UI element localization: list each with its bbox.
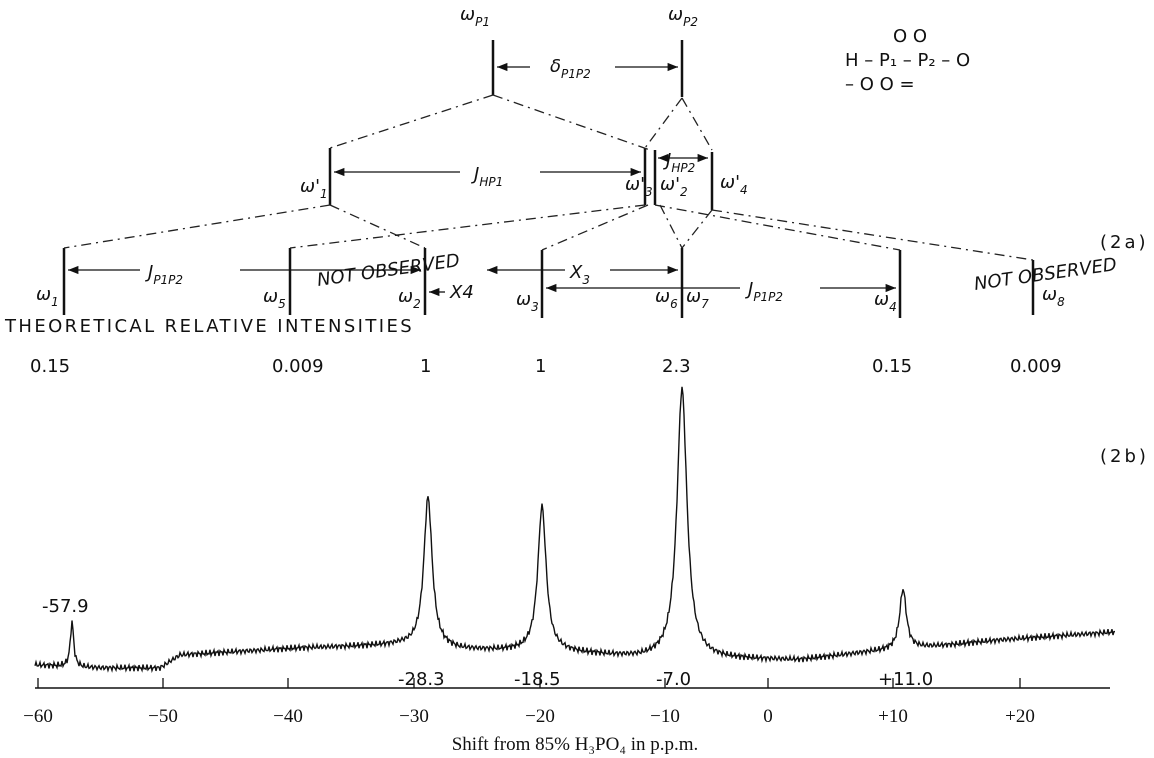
label-base: X: [569, 262, 583, 283]
label-base: ω: [460, 4, 475, 25]
peak-label: +11.0: [878, 669, 933, 690]
label-sub: 6: [670, 297, 678, 311]
level3-label: ω3: [516, 289, 539, 314]
label-base: J: [663, 150, 671, 171]
trace: [34, 386, 1115, 674]
label-sub: 1: [51, 295, 59, 309]
label-base: J: [471, 164, 479, 185]
coupling-label: JP1P2: [745, 279, 783, 304]
level3-label: ω7: [686, 286, 709, 311]
level3-label: ω6: [655, 286, 678, 311]
peak-label: -57.9: [42, 596, 89, 617]
label-sub: P1P2: [561, 67, 591, 81]
label-base: ω: [516, 289, 531, 310]
peak-label: -28.3: [398, 669, 445, 690]
tick-label: −20: [525, 706, 555, 727]
tick-label: +10: [878, 706, 908, 727]
level2-label: ω'1: [300, 176, 328, 201]
level3-label: ω1: [36, 284, 59, 309]
dashed-link: [63, 204, 1034, 261]
spectrum: [34, 386, 1115, 689]
intensity: 2.3: [662, 356, 691, 377]
intensity: 0.15: [30, 356, 70, 377]
label-sub: 1: [320, 187, 328, 201]
level2-label: ω'2: [660, 174, 688, 199]
label-sub: P2: [683, 15, 698, 29]
label-base: J: [745, 279, 753, 300]
coupling-label: JP1P2: [145, 262, 183, 287]
tick-label: −10: [650, 706, 680, 727]
label-sub: 3: [582, 273, 590, 287]
level2-label: ω'4: [720, 172, 748, 197]
formula-line: – O O =: [845, 74, 915, 95]
label-sub: 5: [278, 297, 286, 311]
label-base: ω: [686, 286, 701, 307]
label-sub: 4: [889, 300, 897, 314]
label-sub: P1P2: [753, 290, 783, 304]
peak-label: -7.0: [656, 669, 691, 690]
level3-label: ω5: [263, 286, 286, 311]
formula-line: H – P₁ – P₂ – O: [845, 50, 970, 71]
label-sub: 8: [1057, 295, 1065, 309]
label-base: ω: [36, 284, 51, 305]
intensity: 1: [535, 356, 546, 377]
label-sub: 7: [701, 297, 709, 311]
label-base: ω: [398, 286, 413, 307]
label-base: ω: [655, 286, 670, 307]
intensity: 0.15: [872, 356, 912, 377]
coupling-label: JHP1: [471, 164, 503, 189]
label-sub: 2: [680, 185, 688, 199]
peak-label: -18.5: [514, 669, 561, 690]
level3-label: ω2: [398, 286, 421, 311]
label-base: ω': [625, 174, 645, 195]
label-sub: P1: [475, 15, 490, 29]
label-sub: 4: [740, 183, 748, 197]
label-base: J: [145, 262, 153, 283]
label-sub: HP1: [479, 175, 503, 189]
label-base: ω: [668, 4, 683, 25]
label-sub: 3: [531, 300, 539, 314]
nucleus-label: ωP2: [668, 4, 698, 29]
level3-label: ω4: [874, 289, 897, 314]
label-base: ω': [720, 172, 740, 193]
label-base: ω: [1042, 284, 1057, 305]
intensity: 0.009: [272, 356, 324, 377]
shift-label: δP1P2: [550, 56, 591, 81]
tick-label: −40: [273, 706, 303, 727]
coupling-label: JHP2: [663, 150, 695, 175]
tick-label: −60: [23, 706, 53, 727]
tick-label: +20: [1005, 706, 1035, 727]
level3-label: ω8: [1042, 284, 1065, 309]
not-observed: NOT OBSERVED: [316, 250, 461, 291]
label-base: ω: [263, 286, 278, 307]
intensities-title: THEORETICAL RELATIVE INTENSITIES: [4, 316, 414, 337]
level2-label: ω'3: [625, 174, 653, 199]
tick-label: −50: [148, 706, 178, 727]
tick-label: 0: [763, 706, 773, 727]
panel-label: (2b): [1100, 446, 1149, 467]
label-sub: P1P2: [153, 273, 183, 287]
coupling-label: X3: [569, 262, 590, 287]
label-base: ω': [300, 176, 320, 197]
nucleus-label: ωP1: [460, 4, 490, 29]
label-base: ω: [874, 289, 889, 310]
label-base: δ: [550, 56, 561, 77]
axis-title: Shift from 85% H₃PO₄ in p.p.m.: [452, 734, 699, 755]
intensity: 0.009: [1010, 356, 1062, 377]
panel-label: (2a): [1100, 232, 1149, 253]
formula-line: O O: [893, 26, 927, 47]
label-base: ω': [660, 174, 680, 195]
tick-label: −30: [399, 706, 429, 727]
dashed-link: [329, 94, 713, 151]
label-sub: 2: [413, 297, 421, 311]
splitting-lines: [62, 40, 1035, 318]
intensity: 1: [420, 356, 431, 377]
coupling-label: X4: [449, 282, 474, 303]
label-sub: 3: [645, 185, 653, 199]
label-sub: HP2: [671, 161, 695, 175]
label-base: X4: [449, 282, 474, 303]
